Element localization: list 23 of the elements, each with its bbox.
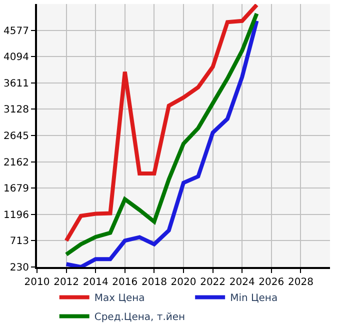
x-tick-label: 2020 — [170, 277, 196, 288]
x-tick-label: 2010 — [24, 277, 50, 288]
y-tick-label: 4577 — [4, 26, 29, 37]
y-tick-label: 2645 — [4, 131, 29, 142]
y-tick-label: 4094 — [4, 52, 29, 64]
y-tick-label: 713 — [10, 236, 29, 248]
y-tick-label: 3611 — [4, 78, 29, 90]
y-tick-label: 2162 — [4, 157, 29, 168]
y-tick-label: 3128 — [4, 104, 29, 116]
legend-label: Max Цена — [94, 293, 145, 304]
y-tick-label: 230 — [10, 262, 29, 274]
x-tick-label: 2018 — [141, 277, 167, 288]
x-tick-label: 2012 — [54, 277, 80, 288]
legend-label: Min Цена — [230, 293, 278, 304]
legend-label: Сред.Цена, т.йен — [94, 312, 186, 324]
y-tick-label: 1196 — [4, 210, 29, 221]
x-tick-label: 2028 — [288, 277, 314, 288]
y-tick-label: 1679 — [4, 184, 29, 195]
x-tick-label: 2024 — [229, 277, 255, 288]
x-tick-label: 2026 — [258, 277, 284, 288]
x-tick-label: 2016 — [112, 277, 138, 288]
x-tick-label: 2022 — [200, 277, 226, 288]
x-tick-label: 2014 — [82, 277, 108, 288]
